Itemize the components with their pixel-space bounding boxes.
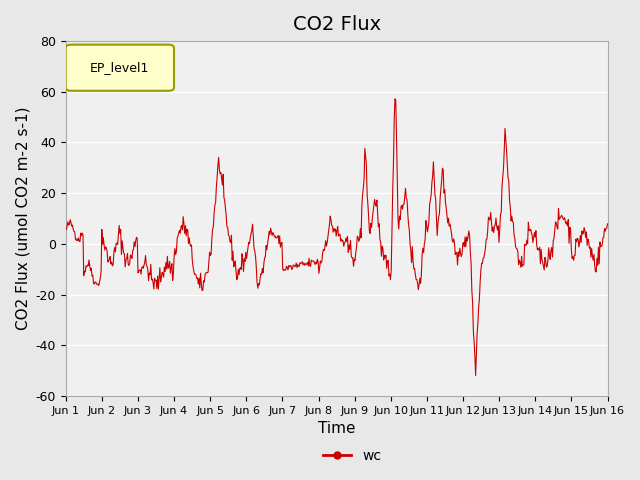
Legend: wc: wc xyxy=(317,443,387,468)
FancyBboxPatch shape xyxy=(66,45,174,91)
Title: CO2 Flux: CO2 Flux xyxy=(292,15,381,34)
Y-axis label: CO2 Flux (umol CO2 m-2 s-1): CO2 Flux (umol CO2 m-2 s-1) xyxy=(15,107,30,330)
Text: EP_level1: EP_level1 xyxy=(90,61,150,74)
X-axis label: Time: Time xyxy=(318,421,355,436)
